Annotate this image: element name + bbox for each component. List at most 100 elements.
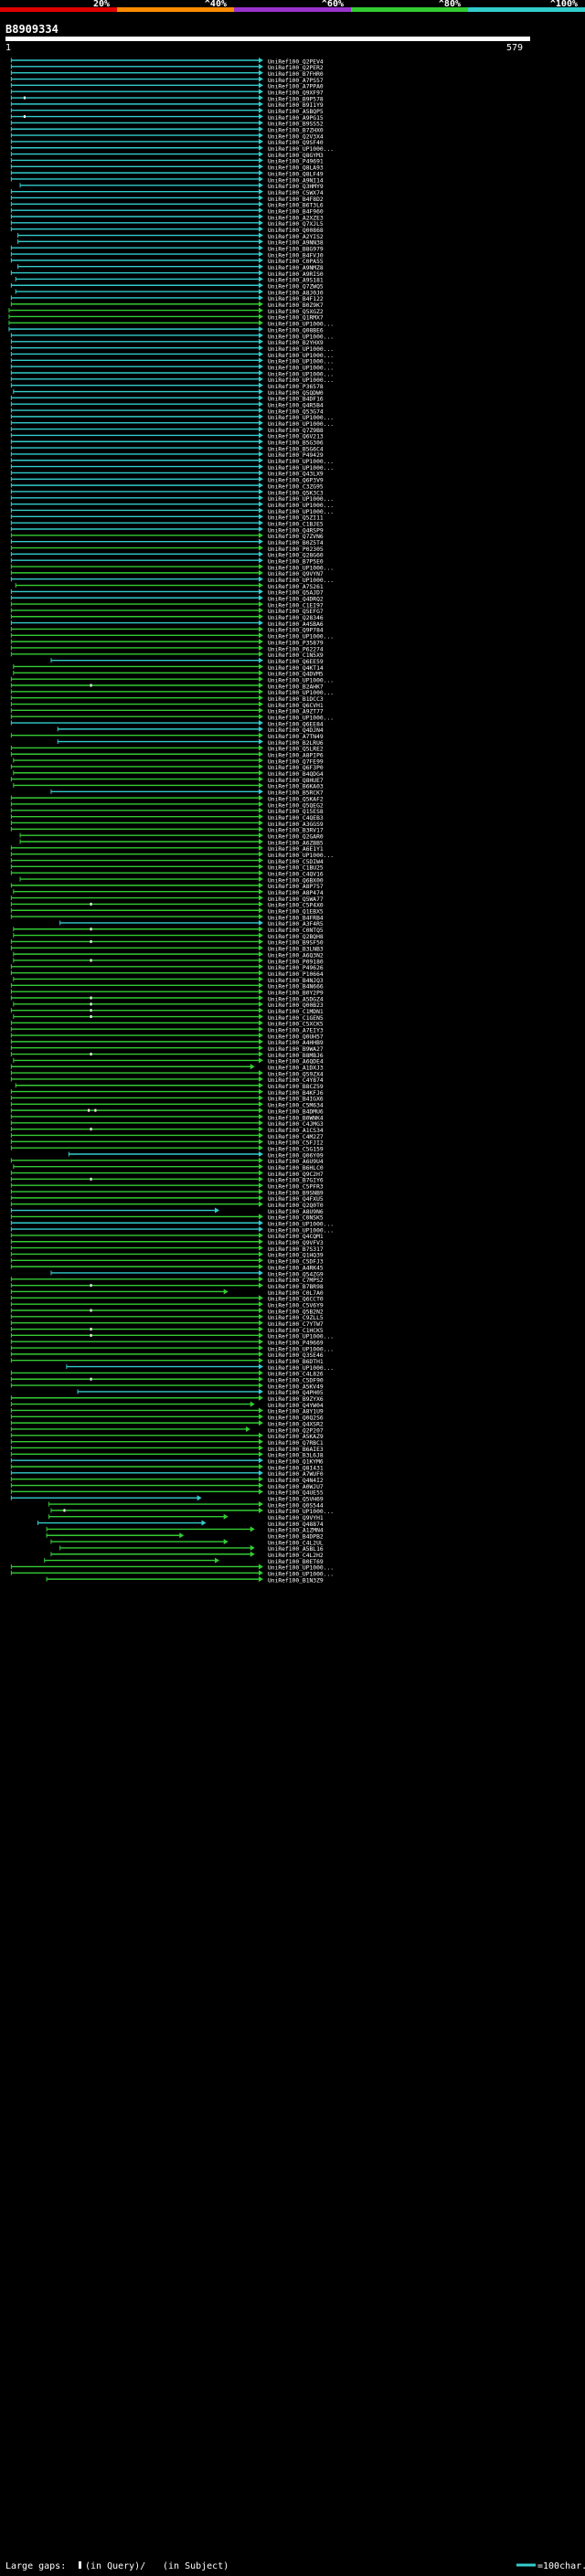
hit-label: UniRef100_Q00868: [268, 228, 324, 234]
hit-row: UniRef100_B4FRB4: [10, 914, 324, 921]
hit-row: UniRef100_B9SS52: [10, 120, 324, 128]
hit-label: UniRef100_A7S261: [268, 584, 324, 590]
hit-label: UniRef100_A8PIP6: [268, 753, 324, 759]
hit-label: UniRef100_A6E1Y1: [268, 846, 324, 853]
hit-label: UniRef100_B6AIE3: [268, 1447, 324, 1453]
hit-row: UniRef100_Q2PEV4: [10, 58, 324, 65]
hit-row: UniRef100_Q6CCT0: [10, 1295, 324, 1303]
hit-label: UniRef100_Q3HMY9: [268, 184, 324, 190]
hit-label: UniRef100_UP1000...: [268, 634, 334, 641]
hit-row: UniRef100_UP1000...: [10, 1332, 334, 1341]
hit-row: UniRef100_Q0Q2S6: [10, 1414, 324, 1422]
hit-end-arrow: [259, 1295, 263, 1301]
hit-label: UniRef100_UP1000...: [268, 1227, 334, 1234]
scale-segment-1: [0, 7, 117, 12]
hit-end-arrow: [259, 207, 263, 214]
hit-row: UniRef100_C9ZLL5: [10, 1313, 324, 1321]
hit-row: UniRef100_Q5AJD7: [10, 588, 324, 597]
hit-row: UniRef100_Q06Y09: [68, 1151, 324, 1159]
hit-label: UniRef100_Q6CVH1: [268, 703, 324, 709]
hit-row: UniRef100_Q6CVH1: [10, 701, 324, 709]
hit-end-arrow: [259, 1238, 263, 1245]
hit-row: UniRef100_B5RCK7: [50, 789, 324, 797]
hit-label: UniRef100_UP1000...: [268, 716, 334, 722]
hit-label: UniRef100_Q2V3X4: [268, 133, 324, 140]
hit-end-arrow: [259, 1113, 263, 1119]
query-gap-legend-swatch: [79, 2561, 81, 2569]
hit-label: UniRef100_B7S317: [268, 1246, 324, 1253]
hit-row: UniRef100_Q5QDW0: [13, 388, 324, 397]
hit-end-arrow: [201, 1520, 207, 1526]
hit-end-arrow: [250, 1526, 255, 1532]
hit-label: UniRef100_C5XCK5: [268, 1022, 324, 1028]
hit-label: UniRef100_B2YHX9: [268, 340, 324, 346]
hit-end-arrow: [259, 782, 263, 789]
hit-end-arrow: [259, 557, 263, 564]
scale-segment-3: [234, 7, 351, 12]
hit-rows: UniRef100_Q2PEV4UniRef100_Q2PER2UniRef10…: [8, 58, 334, 1584]
hit-label: UniRef100_Q6BX00: [268, 877, 324, 884]
hit-label: UniRef100_Q4DJN4: [268, 727, 324, 734]
hit-row: UniRef100_A9PG15: [10, 113, 324, 122]
hit-end-arrow: [259, 413, 263, 419]
hit-end-arrow: [259, 1363, 263, 1370]
hit-end-arrow: [259, 745, 263, 751]
hit-row: UniRef100_A8J0J0: [15, 289, 324, 296]
scale-segment-4: [351, 7, 468, 12]
hit-row: UniRef100_UP1000...: [10, 576, 334, 584]
scale-label: ^40%: [205, 0, 227, 9]
hit-end-arrow: [259, 1038, 263, 1044]
gap-marker: [90, 1009, 92, 1012]
hit-end-arrow: [259, 1182, 263, 1189]
hit-end-arrow: [259, 963, 263, 970]
hit-label: UniRef100_A8Y1U9: [268, 1409, 324, 1415]
hit-end-arrow: [223, 1539, 229, 1545]
hit-row: UniRef100_B7ZHX0: [10, 126, 324, 134]
gap-marker: [88, 1108, 90, 1112]
hit-label: UniRef100_Q5QDW0: [268, 390, 324, 397]
hit-label: UniRef100_C5FJI2: [268, 1140, 324, 1147]
hit-label: UniRef100_Q9VFV3: [268, 1240, 324, 1246]
hit-end-arrow: [259, 914, 263, 920]
hit-label: UniRef100_C0NSK5: [268, 1215, 324, 1222]
hit-label: UniRef100_A1CS34: [268, 1128, 324, 1134]
hit-end-arrow: [259, 107, 263, 113]
hit-label: UniRef100_UP1000...: [268, 1572, 334, 1578]
hit-end-arrow: [259, 569, 263, 576]
hit-label: UniRef100_Q5QEG2: [268, 802, 324, 809]
scale-segment-5: [468, 7, 585, 12]
hit-end-arrow: [259, 688, 263, 694]
hit-end-arrow: [259, 582, 263, 588]
hit-label: UniRef100_B9SNB9: [268, 1190, 324, 1196]
hit-end-arrow: [259, 113, 263, 120]
hit-row: UniRef100_C1MDN1: [10, 1007, 324, 1015]
hit-label: UniRef100_Q00B23: [268, 1002, 324, 1009]
hit-end-arrow: [259, 526, 263, 532]
hit-label: UniRef100_B4IGX6: [268, 1097, 324, 1103]
hit-label: UniRef100_C1EI97: [268, 602, 324, 609]
hit-label: UniRef100_B7GIY6: [268, 1178, 324, 1184]
hit-label: UniRef100_B2LRU6: [268, 740, 324, 747]
hit-label: UniRef100_B0Z5T4: [268, 540, 324, 546]
hit-row: UniRef100_A0WJU7: [10, 1482, 324, 1490]
hit-row: UniRef100_Q3SE46: [10, 1351, 324, 1359]
hit-end-arrow: [259, 219, 263, 226]
hit-row: UniRef100_B8MBJ6: [10, 1051, 324, 1059]
hit-end-arrow: [259, 1501, 263, 1508]
hit-label: UniRef100_C4L2UL: [268, 1540, 324, 1546]
hit-end-arrow: [259, 1282, 263, 1288]
hit-label: UniRef100_A9RIS0: [268, 271, 324, 278]
hit-row: UniRef100_B0Z5T4: [10, 538, 324, 546]
hit-label: UniRef100_Q2PEV4: [268, 58, 324, 65]
hit-label: UniRef100_UP1000...: [268, 459, 334, 465]
hit-label: UniRef100_Q9P784: [268, 628, 324, 634]
hit-row: UniRef100_Q5B2N2: [10, 1308, 324, 1315]
hit-row: UniRef100_Q43LX9: [10, 470, 324, 478]
hit-end-arrow: [259, 63, 263, 69]
hit-label: UniRef100_Q6V213: [268, 434, 324, 440]
hit-row: UniRef100_B4N666: [10, 982, 324, 991]
hit-row: UniRef100_A1DXJ3: [10, 1064, 324, 1072]
hit-end-arrow: [259, 1044, 263, 1051]
hit-row: UniRef100_C1N5X9: [10, 651, 324, 659]
hit-row: UniRef100_C5DF90: [10, 1376, 324, 1384]
